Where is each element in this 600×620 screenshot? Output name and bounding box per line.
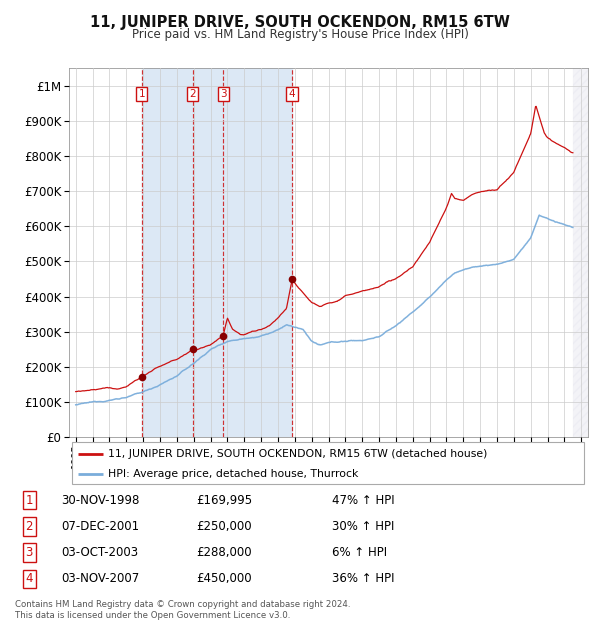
Text: 3: 3: [220, 89, 226, 99]
Text: 11, JUNIPER DRIVE, SOUTH OCKENDON, RM15 6TW (detached house): 11, JUNIPER DRIVE, SOUTH OCKENDON, RM15 …: [108, 449, 487, 459]
FancyBboxPatch shape: [71, 442, 584, 484]
Text: Contains HM Land Registry data © Crown copyright and database right 2024.
This d: Contains HM Land Registry data © Crown c…: [15, 600, 350, 619]
Bar: [573, 68, 596, 437]
Text: 36% ↑ HPI: 36% ↑ HPI: [332, 572, 394, 585]
Bar: [142, 68, 292, 437]
Text: 1: 1: [26, 494, 33, 507]
Text: Price paid vs. HM Land Registry's House Price Index (HPI): Price paid vs. HM Land Registry's House …: [131, 28, 469, 41]
Text: 2: 2: [26, 520, 33, 533]
Text: 1: 1: [139, 89, 145, 99]
Text: 6% ↑ HPI: 6% ↑ HPI: [332, 546, 387, 559]
Text: 03-NOV-2007: 03-NOV-2007: [61, 572, 139, 585]
Text: £450,000: £450,000: [196, 572, 252, 585]
Text: £169,995: £169,995: [196, 494, 253, 507]
Text: 2: 2: [189, 89, 196, 99]
Text: 30-NOV-1998: 30-NOV-1998: [61, 494, 139, 507]
Text: 30% ↑ HPI: 30% ↑ HPI: [332, 520, 394, 533]
Text: 07-DEC-2001: 07-DEC-2001: [61, 520, 139, 533]
Text: 4: 4: [289, 89, 295, 99]
Text: HPI: Average price, detached house, Thurrock: HPI: Average price, detached house, Thur…: [108, 469, 358, 479]
Text: 3: 3: [26, 546, 33, 559]
Text: 11, JUNIPER DRIVE, SOUTH OCKENDON, RM15 6TW: 11, JUNIPER DRIVE, SOUTH OCKENDON, RM15 …: [90, 16, 510, 30]
Text: 4: 4: [26, 572, 33, 585]
Text: £288,000: £288,000: [196, 546, 252, 559]
Text: 03-OCT-2003: 03-OCT-2003: [61, 546, 138, 559]
Text: £250,000: £250,000: [196, 520, 252, 533]
Text: 47% ↑ HPI: 47% ↑ HPI: [332, 494, 394, 507]
